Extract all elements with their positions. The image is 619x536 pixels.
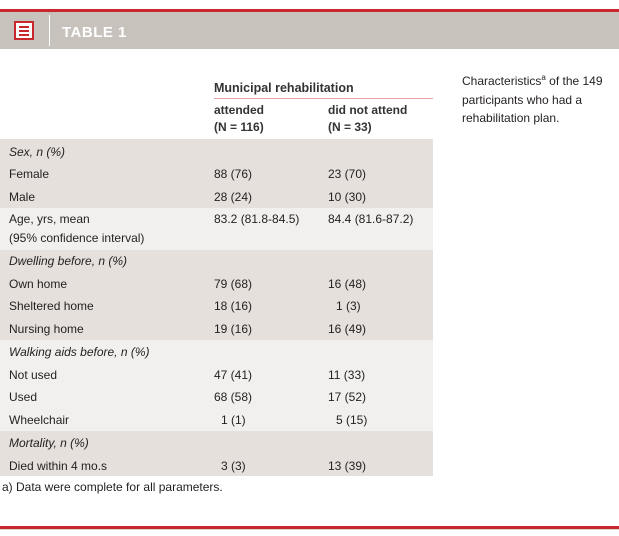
cell-not-attended: 23 (70): [328, 167, 367, 181]
cell-attended: 83.2 (81.8-84.5): [214, 212, 300, 226]
cell-attended: 47 (41): [214, 368, 253, 382]
cell-attended: 68 (58): [214, 390, 253, 404]
cell-attended: 19 (16): [214, 322, 253, 336]
row-label: Own home: [9, 277, 68, 291]
row-label: Male: [9, 190, 36, 204]
cell-not-attended: 13 (39): [328, 459, 367, 473]
cell-attended: 18 (16): [214, 299, 253, 313]
cell-attended: 3 (3): [221, 459, 246, 473]
bottom-accent-rule: [0, 526, 619, 529]
header-divider: [49, 15, 50, 46]
row-label: Wheelchair: [9, 413, 70, 427]
row-label: Nursing home: [9, 322, 84, 336]
group-title: Municipal rehabilitation: [214, 81, 354, 95]
table-footnote: a) Data were complete for all parameters…: [2, 480, 223, 494]
cell-not-attended: 1 (3): [336, 299, 361, 313]
table-title: TABLE 1: [62, 24, 127, 41]
cell-attended: 79 (68): [214, 277, 253, 291]
cell-attended: 1 (1): [221, 413, 246, 427]
row-label: Sheltered home: [9, 299, 94, 313]
row-label-sub: (95% confidence interval): [9, 231, 145, 245]
row-label: Used: [9, 390, 38, 404]
table-icon: [14, 21, 34, 40]
band-walking: [0, 340, 433, 431]
column-header-not-attended: did not attend (N = 33): [328, 103, 408, 134]
band-sex: [0, 139, 433, 208]
band-age: [0, 208, 433, 250]
table-header-bar: TABLE 1: [0, 12, 619, 49]
cell-not-attended: 84.4 (81.6-87.2): [328, 212, 414, 226]
row-label: Age, yrs, mean: [9, 212, 90, 226]
cell-not-attended: 16 (48): [328, 277, 367, 291]
band-mortality: [0, 431, 433, 476]
section-label: Sex, n (%): [9, 145, 66, 159]
cell-not-attended: 5 (15): [336, 413, 368, 427]
cell-not-attended: 10 (30): [328, 190, 367, 204]
row-label: Female: [9, 167, 50, 181]
band-dwelling: [0, 250, 433, 340]
cell-not-attended: 11 (33): [328, 368, 366, 382]
row-label: Not used: [9, 368, 58, 382]
footnote-marker: a: [541, 73, 546, 82]
column-header-attended: attended (N = 116): [214, 103, 265, 134]
table-caption: Characteristicsa of the 149 participants…: [462, 73, 603, 126]
bottom-shadow-rule: [0, 529, 619, 530]
cell-not-attended: 16 (49): [328, 322, 367, 336]
cell-attended: 88 (76): [214, 167, 253, 181]
section-label: Mortality, n (%): [9, 436, 89, 450]
group-rule: [214, 98, 433, 99]
cell-not-attended: 17 (52): [328, 390, 367, 404]
top-accent-rule: [0, 9, 619, 12]
cell-attended: 28 (24): [214, 190, 253, 204]
row-label: Died within 4 mo.s: [9, 459, 108, 473]
section-label: Walking aids before, n (%): [9, 345, 150, 359]
section-label: Dwelling before, n (%): [9, 254, 128, 268]
